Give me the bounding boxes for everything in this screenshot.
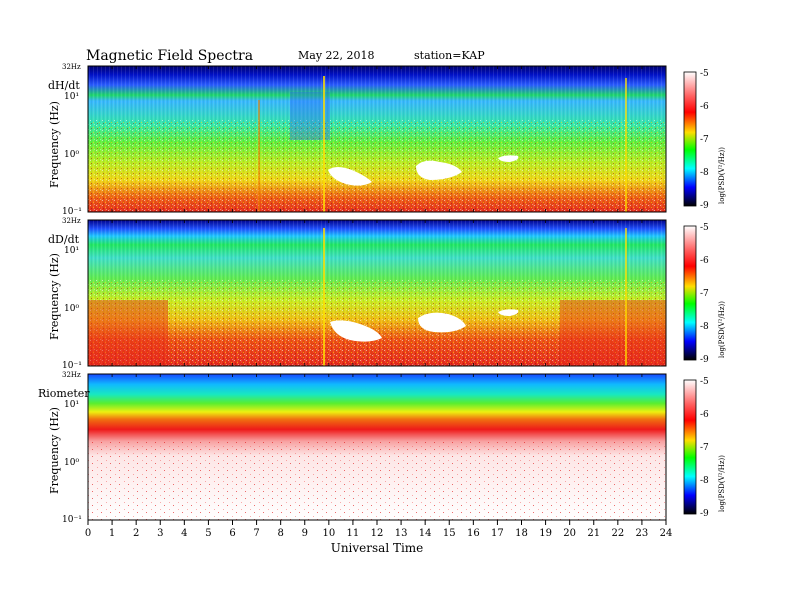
panel-dddt: dD/dt Frequency (Hz) 32Hz 10¹ 10⁰ 10⁻¹ -… — [48, 217, 726, 371]
ytick-1e-1: 10⁻¹ — [62, 207, 82, 217]
cbar-tick: -9 — [700, 201, 709, 211]
cbar-tick: -6 — [700, 256, 709, 266]
colorbar-riometer — [683, 379, 697, 515]
x-axis-label: Universal Time — [331, 541, 424, 555]
white-saturation-blob — [330, 320, 382, 342]
x-tick-label: 0 — [85, 528, 91, 539]
cbar-tick: -5 — [700, 377, 709, 387]
cbar-tick: -7 — [700, 289, 709, 299]
x-tick-label: 15 — [443, 528, 456, 539]
station-label: station=KAP — [414, 49, 485, 62]
panel-riometer: Riometer Frequency (Hz) 32Hz 10¹ 10⁰ 10⁻… — [38, 371, 726, 525]
x-axis: 0 1 2 3 4 5 6 7 8 9 10 11 12 13 14 15 16 17 18 19 20 21 22 23 24 — [85, 66, 673, 539]
cbar-tick: -8 — [700, 322, 709, 332]
ytick-1e1: 10¹ — [64, 92, 79, 102]
x-tick-label: 14 — [419, 528, 432, 539]
ytick-1e-1: 10⁻¹ — [62, 361, 82, 371]
x-tick-label: 6 — [229, 528, 235, 539]
ylabel-dddt: Frequency (Hz) — [48, 253, 61, 340]
x-tick-label: 24 — [660, 528, 673, 539]
panel-label-dhdt: dH/dt — [48, 79, 80, 92]
panel-dhdt: dH/dt Frequency (Hz) 32Hz 10¹ 10⁰ 10⁻¹ -… — [48, 63, 726, 217]
ytick-32hz: 32Hz — [62, 63, 81, 71]
cbar-tick: -7 — [700, 135, 709, 145]
colorbar-dddt — [683, 225, 697, 361]
cbar-tick: -8 — [700, 168, 709, 178]
x-tick-label: 16 — [467, 528, 480, 539]
colorbar-label: log(PSD(V²/Hz)) — [718, 147, 726, 204]
x-tick-label: 21 — [587, 528, 600, 539]
x-tick-label: 10 — [322, 528, 335, 539]
x-tick-label: 19 — [539, 528, 552, 539]
cbar-tick: -6 — [700, 410, 709, 420]
cbar-tick: -9 — [700, 355, 709, 365]
x-tick-label: 18 — [515, 528, 528, 539]
ylabel-riometer: Frequency (Hz) — [48, 407, 61, 494]
x-tick-label: 4 — [181, 528, 187, 539]
colorbar-label: log(PSD(V²/Hz)) — [718, 455, 726, 512]
ytick-1e-1: 10⁻¹ — [62, 515, 82, 525]
cbar-tick: -6 — [700, 102, 709, 112]
x-tick-label: 11 — [347, 528, 360, 539]
x-tick-label: 2 — [133, 528, 139, 539]
x-tick-label: 9 — [302, 528, 308, 539]
colorbar-dhdt — [683, 71, 697, 207]
panel-label-dddt: dD/dt — [48, 233, 80, 246]
x-tick-label: 8 — [277, 528, 283, 539]
cbar-tick: -5 — [700, 69, 709, 79]
ytick-1e0: 10⁰ — [64, 458, 79, 468]
figure-title: Magnetic Field Spectra — [86, 48, 253, 64]
panel-label-riometer: Riometer — [38, 387, 90, 400]
cbar-tick: -8 — [700, 476, 709, 486]
cbar-tick: -9 — [700, 509, 709, 519]
ylabel-dhdt: Frequency (Hz) — [48, 101, 61, 188]
colorbar-label: log(PSD(V²/Hz)) — [718, 301, 726, 358]
ytick-1e1: 10¹ — [64, 246, 79, 256]
white-saturation-blob — [328, 167, 372, 186]
ytick-32hz: 32Hz — [62, 371, 81, 379]
x-tick-label: 22 — [611, 528, 624, 539]
cbar-tick: -7 — [700, 443, 709, 453]
x-tick-label: 5 — [205, 528, 211, 539]
x-tick-label: 12 — [371, 528, 384, 539]
x-tick-label: 20 — [563, 528, 576, 539]
cbar-tick: -5 — [700, 223, 709, 233]
ytick-1e0: 10⁰ — [64, 304, 79, 314]
x-tick-label: 17 — [491, 528, 504, 539]
date-label: May 22, 2018 — [298, 49, 375, 62]
x-tick-label: 1 — [109, 528, 115, 539]
ytick-1e1: 10¹ — [64, 400, 79, 410]
ytick-32hz: 32Hz — [62, 217, 81, 225]
x-tick-label: 13 — [395, 528, 408, 539]
x-tick-label: 3 — [157, 528, 163, 539]
ytick-1e0: 10⁰ — [64, 150, 79, 160]
x-tick-label: 23 — [636, 528, 649, 539]
x-tick-label: 7 — [253, 528, 259, 539]
